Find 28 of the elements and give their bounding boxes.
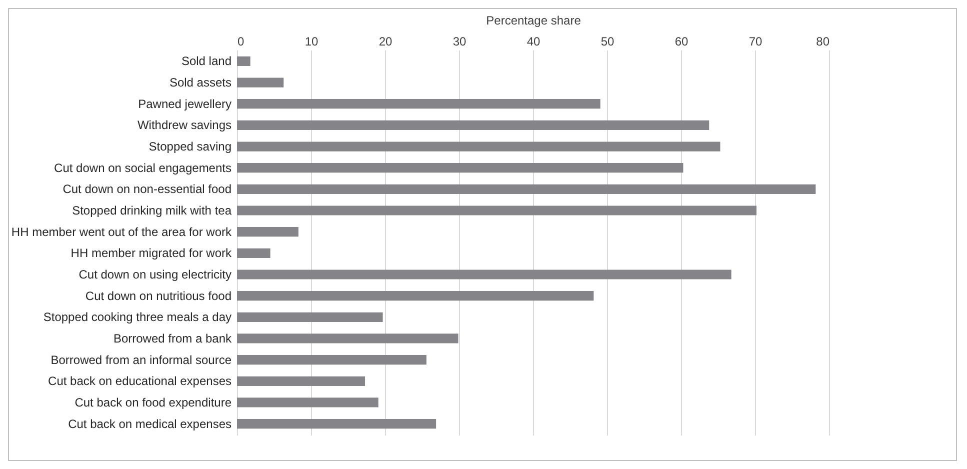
y-tick-label: Cut back on educational expenses [48,374,232,388]
x-tick-label: 70 [748,34,762,48]
x-tick-label: 30 [452,34,466,48]
y-tick-label: Cut down on social engagements [54,160,232,175]
y-tick-label: Cut back on food expenditure [74,395,232,410]
x-tick-label: 80 [816,34,830,48]
y-tick-label: HH member migrated for work [70,246,232,260]
y-tick-label: Cut down on nutritious food [85,288,232,303]
y-tick-label: HH member went out of the area for work [11,224,232,239]
y-tick-label: Stopped drinking milk with tea [72,204,232,218]
y-tick-label: Cut down on non-essential food [62,182,232,196]
x-tick-label: 40 [526,34,540,48]
y-tick-label: Cut back on medical expenses [68,416,232,431]
y-tick-label: Sold assets [169,76,232,90]
x-tick-label: 50 [600,34,614,48]
y-tick-label: Borrowed from a bank [113,331,232,346]
y-tick-label: Cut down on using electricity [78,267,232,282]
x-axis-title: Percentage share [486,14,582,28]
x-tick-label: 60 [674,34,688,48]
y-tick-label: Withdrew savings [137,118,232,132]
y-tick-label: Stopped cooking three meals a day [43,310,232,324]
x-tick-label: 10 [304,34,318,48]
y-tick-label: Sold land [181,54,232,68]
y-tick-label: Stopped saving [148,140,232,154]
x-tick-label: 0 [238,34,244,48]
y-tick-label: Borrowed from an informal source [50,352,232,367]
x-tick-label: 20 [378,34,392,48]
y-tick-label: Pawned jewellery [138,96,232,111]
